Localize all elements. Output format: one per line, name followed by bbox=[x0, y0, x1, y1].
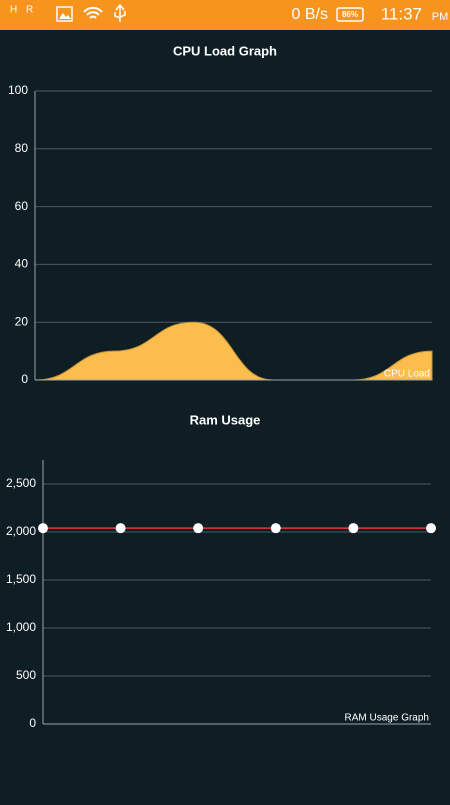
area bbox=[34, 321, 433, 381]
wifi-icon bbox=[83, 6, 103, 19]
y-tick-label: 40 bbox=[15, 257, 29, 271]
usb-icon bbox=[114, 3, 126, 22]
legend: RAM Usage Graph bbox=[345, 713, 429, 724]
y-tick-label: 0 bbox=[21, 372, 28, 386]
y-tick-label: 1,500 bbox=[6, 572, 36, 586]
y-tick-label: 2,500 bbox=[6, 476, 36, 490]
y-tick-label: 60 bbox=[15, 199, 29, 213]
y-tick-label: 100 bbox=[8, 83, 28, 97]
y-tick-label: 2,000 bbox=[6, 524, 36, 538]
point bbox=[115, 523, 126, 534]
point bbox=[270, 523, 281, 534]
battery-level: 86% bbox=[342, 10, 358, 19]
legend: CPU Load bbox=[384, 369, 430, 380]
point bbox=[38, 523, 48, 534]
network-type: H bbox=[10, 5, 17, 16]
y-tick-label: 0 bbox=[29, 716, 36, 730]
point bbox=[193, 523, 204, 534]
y-tick-label: 500 bbox=[16, 668, 36, 682]
status-bar bbox=[0, 0, 450, 30]
battery-icon bbox=[336, 7, 364, 22]
roaming: R bbox=[26, 5, 33, 16]
net-speed: 0 B/s bbox=[292, 6, 328, 23]
point bbox=[348, 523, 359, 534]
y-tick-label: 20 bbox=[15, 314, 29, 328]
image-icon bbox=[56, 6, 73, 22]
image-icon-mountain bbox=[59, 13, 71, 19]
chart-title: CPU Load Graph bbox=[173, 43, 277, 58]
y-tick-label: 1,000 bbox=[6, 620, 36, 634]
clock-ampm: PM bbox=[432, 11, 449, 23]
chart-title: Ram Usage bbox=[190, 412, 261, 427]
y-tick-label: 80 bbox=[15, 141, 29, 155]
clock: 11:37 bbox=[381, 4, 422, 23]
point bbox=[426, 523, 436, 534]
